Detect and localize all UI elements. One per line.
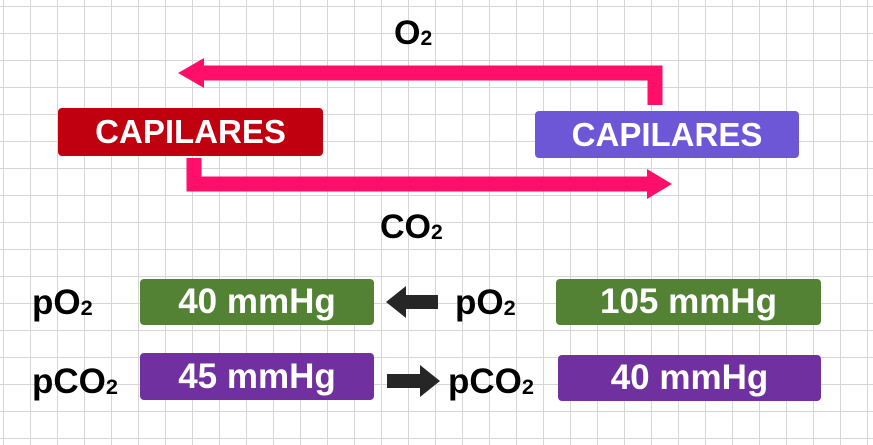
capilares-left-box: CAPILARES <box>58 108 323 156</box>
pco2-right-value: 40 mmHg <box>610 358 769 397</box>
o2-arrowhead <box>178 58 204 88</box>
pco2-left-value-box: 45 mmHg <box>140 353 374 400</box>
po2-left-value: 40 mmHg <box>178 282 336 321</box>
po2-left-arrow <box>386 286 438 318</box>
pco2-left-label: pCO2 <box>32 362 118 401</box>
co2-flow-arrow <box>186 158 652 192</box>
pco2-right-label: pCO2 <box>448 362 534 401</box>
po2-right-value: 105 mmHg <box>599 282 778 321</box>
po2-left-value-box: 40 mmHg <box>140 279 374 325</box>
capilares-right-box: CAPILARES <box>535 111 799 158</box>
po2-right-value-box: 105 mmHg <box>556 279 821 325</box>
o2-label: O2 <box>394 14 433 52</box>
capilares-left-label: CAPILARES <box>95 113 286 150</box>
co2-label: CO2 <box>380 208 443 246</box>
pco2-right-value-box: 40 mmHg <box>558 355 821 401</box>
po2-left-label: pO2 <box>32 283 93 322</box>
capilares-right-label: CAPILARES <box>571 115 763 153</box>
o2-flow-arrow <box>200 65 663 105</box>
pco2-left-value: 45 mmHg <box>178 356 336 396</box>
co2-arrowhead <box>647 169 672 199</box>
po2-right-label: pO2 <box>455 283 516 322</box>
pco2-right-arrow <box>387 365 440 397</box>
